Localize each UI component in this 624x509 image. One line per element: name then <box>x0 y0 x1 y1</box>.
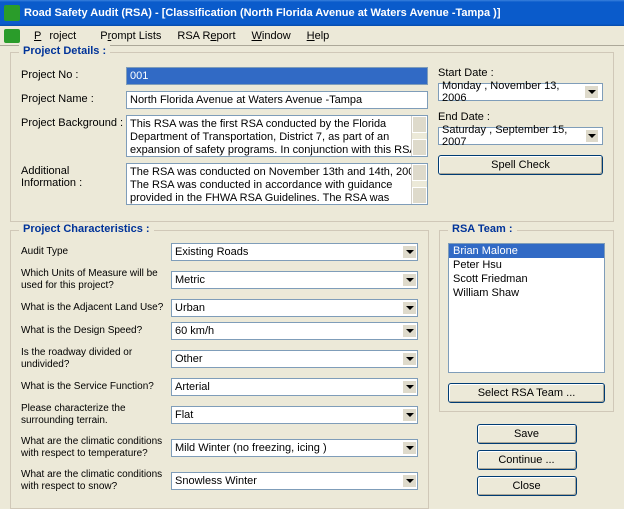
app-icon-small <box>4 29 20 43</box>
dropdown-arrow-icon <box>402 474 417 488</box>
team-listbox[interactable]: Brian Malone Peter Hsu Scott Friedman Wi… <box>448 243 605 373</box>
start-date-select[interactable]: Monday , November 13, 2006 <box>438 83 603 101</box>
service-label: What is the Service Function? <box>21 381 171 393</box>
terrain-select[interactable]: Flat <box>171 406 418 424</box>
end-date-label: End Date : <box>438 111 603 123</box>
dropdown-arrow-icon <box>402 324 417 338</box>
project-bg-textarea[interactable]: This RSA was the first RSA conducted by … <box>126 115 428 157</box>
rsa-team-group: RSA Team : Brian Malone Peter Hsu Scott … <box>439 230 614 412</box>
menu-rsa-report[interactable]: RSA Report <box>169 28 243 44</box>
save-button[interactable]: Save <box>477 424 577 444</box>
title-bar: Road Safety Audit (RSA) - [Classificatio… <box>0 0 624 26</box>
menu-window[interactable]: Window <box>244 28 299 44</box>
project-bg-label: Project Background : <box>21 115 126 129</box>
snow-label: What are the climatic conditions with re… <box>21 469 171 493</box>
speed-label: What is the Design Speed? <box>21 325 171 337</box>
scrollbar[interactable] <box>411 164 427 204</box>
team-member[interactable]: Peter Hsu <box>449 258 604 272</box>
project-name-label: Project Name : <box>21 91 126 105</box>
speed-select[interactable]: 60 km/h <box>171 322 418 340</box>
dropdown-arrow-icon <box>402 273 417 287</box>
dropdown-arrow-icon <box>584 85 599 99</box>
dropdown-arrow-icon <box>402 408 417 422</box>
dropdown-arrow-icon <box>402 441 417 455</box>
dropdown-arrow-icon <box>402 380 417 394</box>
divided-label: Is the roadway divided or undivided? <box>21 347 171 371</box>
service-select[interactable]: Arterial <box>171 378 418 396</box>
menu-project[interactable]: Project <box>26 28 92 44</box>
additional-info-label: Additional Information : <box>21 163 126 189</box>
close-button[interactable]: Close <box>477 476 577 496</box>
team-member[interactable]: William Shaw <box>449 286 604 300</box>
units-select[interactable]: Metric <box>171 271 418 289</box>
project-details-legend: Project Details : <box>19 45 110 57</box>
units-label: Which Units of Measure will be used for … <box>21 268 171 292</box>
spell-check-button[interactable]: Spell Check <box>438 155 603 175</box>
terrain-label: Please characterize the surrounding terr… <box>21 403 171 427</box>
dropdown-arrow-icon <box>402 301 417 315</box>
scrollbar[interactable] <box>411 116 427 156</box>
project-no-label: Project No : <box>21 67 126 81</box>
start-date-label: Start Date : <box>438 67 603 79</box>
app-icon <box>4 5 20 21</box>
temp-label: What are the climatic conditions with re… <box>21 436 171 460</box>
project-name-input[interactable]: North Florida Avenue at Waters Avenue -T… <box>126 91 428 109</box>
team-member[interactable]: Scott Friedman <box>449 272 604 286</box>
menu-help[interactable]: Help <box>299 28 338 44</box>
characteristics-legend: Project Characteristics : <box>19 223 154 235</box>
menu-prompt-lists[interactable]: Prompt Lists <box>92 28 169 44</box>
audit-type-label: Audit Type <box>21 246 171 258</box>
window-title: Road Safety Audit (RSA) - [Classificatio… <box>24 7 501 19</box>
dropdown-arrow-icon <box>585 129 599 143</box>
snow-select[interactable]: Snowless Winter <box>171 472 418 490</box>
landuse-select[interactable]: Urban <box>171 299 418 317</box>
landuse-label: What is the Adjacent Land Use? <box>21 302 171 314</box>
continue-button[interactable]: Continue ... <box>477 450 577 470</box>
menu-bar: Project Prompt Lists RSA Report Window H… <box>0 26 624 46</box>
team-member[interactable]: Brian Malone <box>449 244 604 258</box>
project-details-group: Project Details : Project No : 001 Proje… <box>10 52 614 222</box>
project-characteristics-group: Project Characteristics : Audit Type Exi… <box>10 230 429 509</box>
additional-info-textarea[interactable]: The RSA was conducted on November 13th a… <box>126 163 428 205</box>
temp-select[interactable]: Mild Winter (no freezing, icing ) <box>171 439 418 457</box>
end-date-select[interactable]: Saturday , September 15, 2007 <box>438 127 603 145</box>
divided-select[interactable]: Other <box>171 350 418 368</box>
select-team-button[interactable]: Select RSA Team ... <box>448 383 605 403</box>
audit-type-select[interactable]: Existing Roads <box>171 243 418 261</box>
team-legend: RSA Team : <box>448 223 517 235</box>
dropdown-arrow-icon <box>402 352 417 366</box>
dropdown-arrow-icon <box>402 245 417 259</box>
project-no-input[interactable]: 001 <box>126 67 428 85</box>
